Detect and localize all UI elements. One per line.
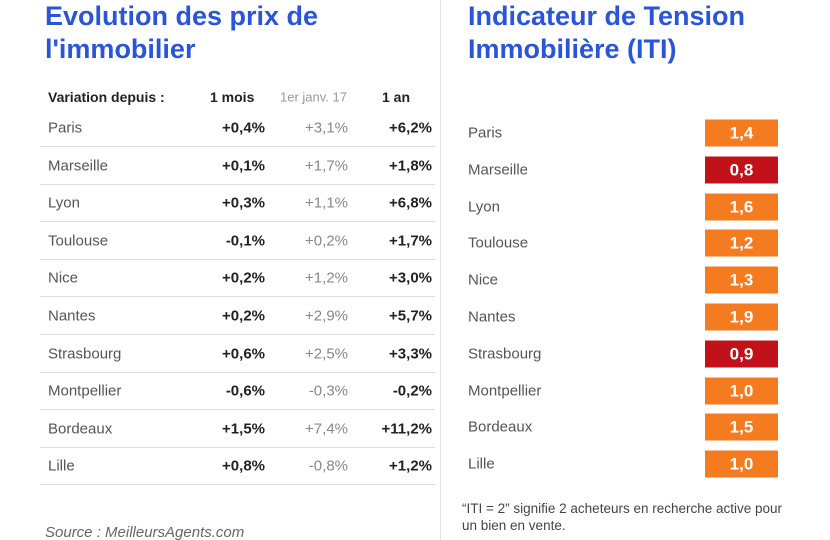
city-name: Strasbourg (48, 345, 122, 363)
variation: +0,2% (305, 232, 348, 250)
city-name: Lille (48, 457, 75, 475)
header-col: 1er janv. 17 (280, 89, 347, 105)
variation: +0,3% (222, 194, 265, 212)
variation: +1,2% (305, 269, 348, 287)
variation: +6,2% (389, 119, 432, 137)
row-separator (40, 409, 435, 411)
row-separator (40, 183, 435, 185)
city-name: Toulouse (468, 234, 529, 252)
footnote: “ITI = 2” signifie 2 acheteurs en recher… (462, 501, 783, 533)
variation: -0,1% (225, 232, 265, 250)
right-title: Indicateur de Tension Immobilière (ITI) (468, 1, 746, 64)
iti-badge: 1,5 (705, 413, 778, 441)
variation: +0,6% (222, 345, 265, 363)
variation: +1,1% (305, 194, 348, 212)
variation: +1,8% (389, 157, 432, 175)
variation: +1,7% (305, 157, 348, 175)
variation: +0,4% (222, 119, 265, 137)
city-name: Lyon (48, 194, 80, 212)
city-name: Montpellier (468, 382, 542, 400)
variation: +3,0% (389, 269, 432, 287)
row-separator (40, 484, 435, 486)
iti-badge: 0,8 (705, 156, 778, 184)
city-name: Bordeaux (48, 420, 113, 438)
row-separator (40, 371, 435, 373)
city-name: Montpellier (48, 382, 122, 400)
variation: +3,3% (389, 345, 432, 363)
city-name: Paris (468, 124, 503, 142)
header-label: Variation depuis : (48, 89, 165, 105)
variation: +7,4% (305, 420, 348, 438)
city-name: Marseille (48, 157, 109, 175)
city-name: Strasbourg (468, 345, 542, 363)
city-name: Paris (48, 119, 83, 137)
iti-badge: 1,6 (705, 193, 778, 221)
city-name: Nice (468, 271, 499, 289)
row-separator (40, 296, 435, 298)
variation: -0,3% (308, 382, 348, 400)
city-name: Toulouse (48, 232, 109, 250)
city-name: Lyon (468, 198, 500, 216)
variation: +0,2% (222, 307, 265, 325)
row-separator (40, 334, 435, 335)
row-separator (40, 258, 435, 260)
variation: +2,5% (305, 345, 348, 363)
iti-badge: 1,3 (705, 266, 778, 294)
variation: +2,9% (305, 307, 348, 325)
variation: +5,7% (389, 307, 432, 325)
left-title: Evolution des prix de l'immobilier (45, 1, 319, 64)
divider (440, 0, 441, 540)
iti-badge: 1,9 (705, 303, 778, 331)
variation: -0,6% (225, 382, 265, 400)
iti-badge: 1,4 (705, 119, 778, 147)
variation: +11,2% (381, 420, 432, 438)
city-name: Lille (468, 455, 495, 473)
source: Source : MeilleursAgents.com (45, 524, 245, 540)
variation: +1,5% (222, 420, 265, 438)
variation: +0,1% (222, 157, 265, 175)
city-name: Nantes (48, 307, 96, 325)
iti-badge: 1,0 (705, 450, 778, 478)
city-name: Marseille (468, 161, 529, 179)
header-col: 1 mois (210, 89, 255, 105)
row-separator (40, 221, 435, 223)
variation: +0,2% (222, 269, 265, 287)
row-separator (40, 146, 435, 147)
iti-badge: 0,9 (705, 340, 778, 368)
city-name: Nice (48, 269, 79, 287)
header-col: 1 an (382, 89, 411, 105)
city-name: Nantes (468, 308, 516, 326)
variation: +1,7% (389, 232, 432, 250)
variation: +1,2% (389, 457, 432, 475)
variation: +3,1% (305, 119, 348, 137)
city-name: Bordeaux (468, 418, 533, 436)
variation: +0,8% (222, 457, 265, 475)
iti-badge: 1,2 (705, 229, 778, 257)
row-separator (40, 446, 435, 448)
variation: +6,8% (389, 194, 432, 212)
variation: -0,2% (392, 382, 432, 400)
variation: -0,8% (308, 457, 348, 475)
iti-badge: 1,0 (705, 377, 778, 405)
